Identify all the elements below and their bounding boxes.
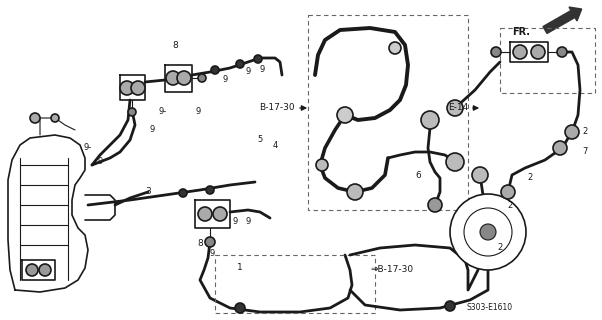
- Circle shape: [480, 224, 496, 240]
- Circle shape: [557, 47, 567, 57]
- Circle shape: [179, 189, 187, 197]
- Circle shape: [446, 153, 464, 171]
- Text: 9: 9: [246, 68, 250, 76]
- Text: 9-: 9-: [159, 108, 167, 116]
- Text: 4: 4: [272, 140, 278, 149]
- Circle shape: [254, 55, 262, 63]
- Text: 9: 9: [98, 157, 102, 166]
- Circle shape: [198, 74, 206, 82]
- Bar: [215, 255, 375, 313]
- Circle shape: [128, 108, 136, 116]
- Text: 2: 2: [507, 201, 513, 210]
- Circle shape: [501, 185, 515, 199]
- Text: 9: 9: [232, 218, 238, 227]
- Circle shape: [513, 45, 527, 59]
- Text: S303-E1610: S303-E1610: [467, 303, 513, 313]
- Bar: [500, 28, 595, 93]
- Text: FR.: FR.: [512, 27, 530, 37]
- Circle shape: [316, 159, 328, 171]
- Text: 9: 9: [259, 66, 265, 75]
- Text: 9: 9: [222, 76, 228, 84]
- Circle shape: [565, 125, 579, 139]
- Text: 5: 5: [258, 135, 262, 145]
- Text: 3: 3: [145, 188, 151, 196]
- Circle shape: [235, 303, 245, 313]
- Circle shape: [198, 207, 212, 221]
- Text: E-14: E-14: [448, 103, 468, 113]
- Text: 9: 9: [246, 218, 250, 227]
- Text: ⇒B-17-30: ⇒B-17-30: [370, 266, 413, 275]
- Text: 7: 7: [582, 148, 588, 156]
- Circle shape: [472, 167, 488, 183]
- Text: 9: 9: [149, 125, 155, 134]
- Text: 6: 6: [415, 171, 421, 180]
- Circle shape: [211, 66, 219, 74]
- Circle shape: [51, 114, 59, 122]
- Circle shape: [447, 100, 463, 116]
- Text: 9-: 9-: [84, 143, 92, 153]
- Circle shape: [428, 198, 442, 212]
- Circle shape: [421, 111, 439, 129]
- Circle shape: [30, 113, 40, 123]
- Text: 1: 1: [237, 263, 243, 273]
- Circle shape: [26, 264, 38, 276]
- Circle shape: [553, 141, 567, 155]
- Circle shape: [206, 186, 214, 194]
- Circle shape: [491, 47, 501, 57]
- Circle shape: [166, 71, 180, 85]
- Circle shape: [531, 45, 545, 59]
- Circle shape: [450, 194, 526, 270]
- Circle shape: [39, 264, 51, 276]
- Circle shape: [236, 60, 244, 68]
- Circle shape: [120, 81, 134, 95]
- Circle shape: [445, 301, 455, 311]
- Circle shape: [177, 71, 191, 85]
- Text: 2: 2: [527, 173, 533, 182]
- Circle shape: [337, 107, 353, 123]
- Text: 8: 8: [172, 41, 178, 50]
- Circle shape: [389, 42, 401, 54]
- Text: 9: 9: [209, 250, 215, 259]
- Text: 9: 9: [196, 108, 200, 116]
- Text: B-17-30: B-17-30: [259, 103, 295, 113]
- Circle shape: [213, 207, 227, 221]
- Bar: [308, 15, 468, 210]
- Circle shape: [131, 81, 145, 95]
- Text: 8: 8: [197, 239, 203, 249]
- FancyArrow shape: [543, 7, 582, 34]
- Text: 2: 2: [497, 244, 503, 252]
- Text: 2: 2: [582, 127, 588, 137]
- Circle shape: [347, 184, 363, 200]
- Circle shape: [464, 208, 512, 256]
- Circle shape: [205, 237, 215, 247]
